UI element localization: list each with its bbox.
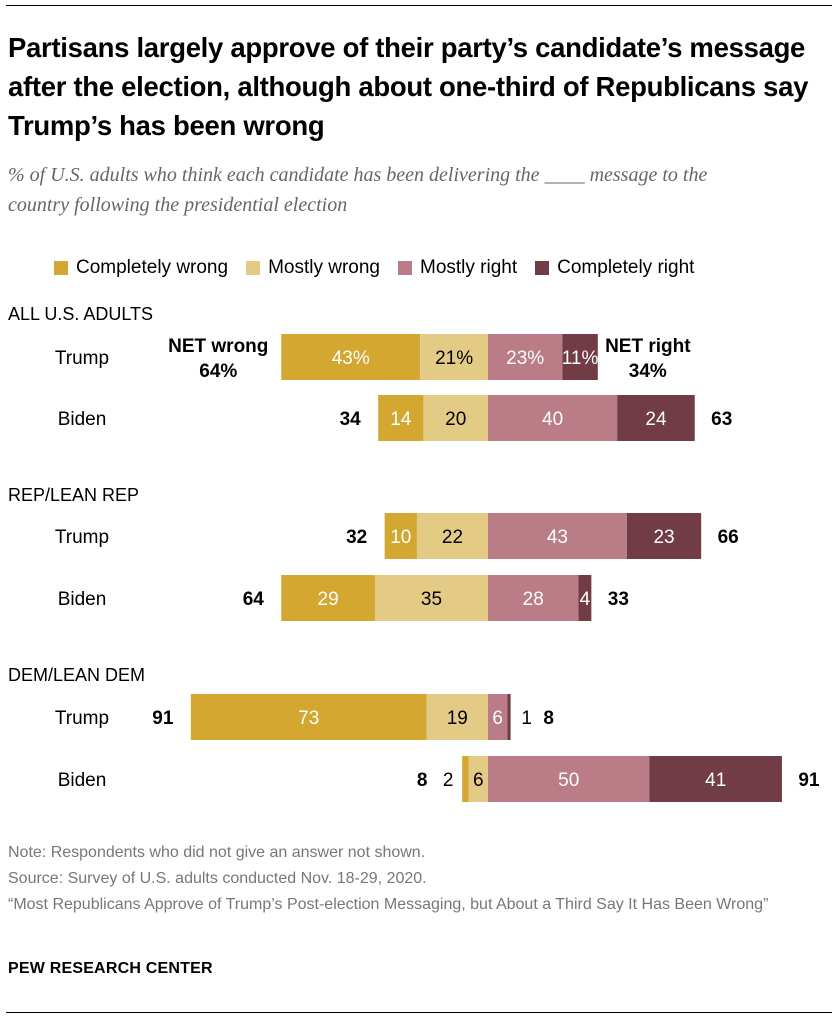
group-label: DEM/LEAN DEM: [8, 665, 145, 685]
segment-value-label: 29: [318, 589, 339, 610]
bar-segment-mostly-right: [488, 694, 508, 740]
legend-label: Completely right: [557, 257, 695, 278]
net-right-value: 8: [543, 708, 554, 729]
legend: Completely wrong Mostly wrong Mostly right…: [54, 257, 694, 279]
legend-item: Mostly wrong: [246, 257, 380, 279]
segment-value-label: 35: [421, 589, 442, 610]
segment-value-label: 23: [653, 527, 674, 548]
segment-value-label: 6: [473, 770, 484, 791]
net-wrong-value: 91: [152, 708, 174, 729]
bar-segment-completely-right: [649, 756, 782, 802]
net-right-value: 91: [798, 770, 820, 791]
net-right-value: 66: [718, 527, 739, 548]
bar-segment-completely-right: [562, 334, 598, 380]
legend-item: Mostly right: [398, 257, 517, 279]
segment-value-label: 6: [492, 708, 503, 729]
legend-label: Mostly right: [420, 257, 518, 278]
bar-segment-mostly-wrong: [468, 756, 488, 802]
net-right-value: 34%: [629, 361, 667, 382]
bar-segment-completely-right: [507, 694, 511, 740]
legend-label: Completely wrong: [76, 257, 229, 278]
segment-value-label: 22: [442, 527, 463, 548]
net-wrong-value: 8: [417, 770, 428, 791]
bar-segment-mostly-wrong: [416, 513, 488, 559]
legend-item: Completely wrong: [54, 257, 228, 279]
segment-value-label: 1: [521, 708, 532, 729]
net-wrong-value: 34: [340, 409, 362, 430]
bar-segment-completely-wrong: [378, 395, 424, 441]
source: Source: Survey of U.S. adults conducted …: [8, 870, 427, 887]
segment-value-label: 43%: [332, 348, 370, 369]
segment-value-label: 20: [445, 409, 466, 430]
group-label: ALL U.S. ADULTS: [8, 304, 153, 324]
segment-value-label: 21%: [435, 348, 473, 369]
net-wrong-value: 32: [346, 527, 367, 548]
legend-label: Mostly wrong: [268, 257, 380, 278]
net-right-value: 63: [711, 409, 732, 430]
bar-segment-completely-wrong: [190, 694, 427, 740]
legend-swatch: [246, 261, 261, 275]
top-rule: [6, 5, 832, 6]
bar-segment-mostly-wrong: [374, 575, 488, 621]
group-label: REP/LEAN REP: [8, 485, 139, 505]
bar-segment-completely-right: [617, 395, 695, 441]
chart-title: Partisans largely approve of their party…: [8, 32, 809, 141]
segment-value-label: 11%: [562, 348, 599, 369]
segment-value-label: 2: [443, 770, 454, 791]
row-label: Biden: [58, 589, 107, 610]
bar-segment-completely-right: [626, 513, 702, 559]
bar-segment-completely-wrong: [462, 756, 469, 802]
note: Note: Respondents who did not give an an…: [8, 844, 426, 861]
legend-swatch: [54, 261, 68, 275]
bottom-rule: [6, 1012, 832, 1013]
bar-segment-completely-wrong: [281, 334, 421, 380]
chart-subtitle: % of U.S. adults who think each candidat…: [8, 164, 708, 216]
net-wrong-value: 64%: [199, 361, 237, 382]
segment-value-label: 73: [298, 708, 319, 729]
segment-value-label: 23%: [506, 348, 544, 369]
net-wrong-title: NET wrong: [168, 336, 268, 357]
bar-segment-mostly-wrong: [423, 395, 488, 441]
bar-segment-completely-right: [578, 575, 592, 621]
net-wrong-value: 64: [243, 589, 265, 610]
bar-segment-mostly-right: [488, 756, 650, 802]
legend-swatch: [398, 261, 412, 275]
bar-segment-mostly-wrong: [420, 334, 488, 380]
segment-value-label: 4: [580, 589, 591, 610]
row-label: Biden: [58, 409, 107, 430]
legend-swatch: [535, 261, 550, 275]
footer: Note: Respondents who did not give an an…: [8, 840, 808, 918]
legend-item: Completely right: [535, 257, 694, 279]
bar-segment-mostly-right: [488, 575, 579, 621]
segment-value-label: 40: [542, 409, 563, 430]
segment-value-label: 10: [390, 527, 411, 548]
brand-logo: PEW RESEARCH CENTER: [8, 960, 213, 977]
bar-segment-completely-wrong: [281, 575, 375, 621]
row-label: Trump: [55, 348, 109, 369]
bar-segment-completely-wrong: [384, 513, 417, 559]
row-label: Trump: [55, 527, 109, 548]
row-label: Trump: [55, 708, 109, 729]
segment-value-label: 14: [390, 409, 412, 430]
bar-segment-mostly-right: [488, 513, 627, 559]
row-label: Biden: [58, 770, 107, 791]
report-title: “Most Republicans Approve of Trump’s Pos…: [8, 896, 769, 913]
segment-value-label: 50: [558, 770, 579, 791]
net-right-title: NET right: [605, 336, 691, 357]
segment-value-label: 28: [523, 589, 544, 610]
segment-value-label: 19: [447, 708, 468, 729]
bar-segment-mostly-right: [488, 395, 618, 441]
bar-segment-mostly-right: [488, 334, 563, 380]
net-right-value: 33: [608, 589, 629, 610]
bar-segment-mostly-wrong: [426, 694, 488, 740]
segment-value-label: 41: [705, 770, 726, 791]
segment-value-label: 43: [547, 527, 568, 548]
segment-value-label: 24: [645, 409, 667, 430]
